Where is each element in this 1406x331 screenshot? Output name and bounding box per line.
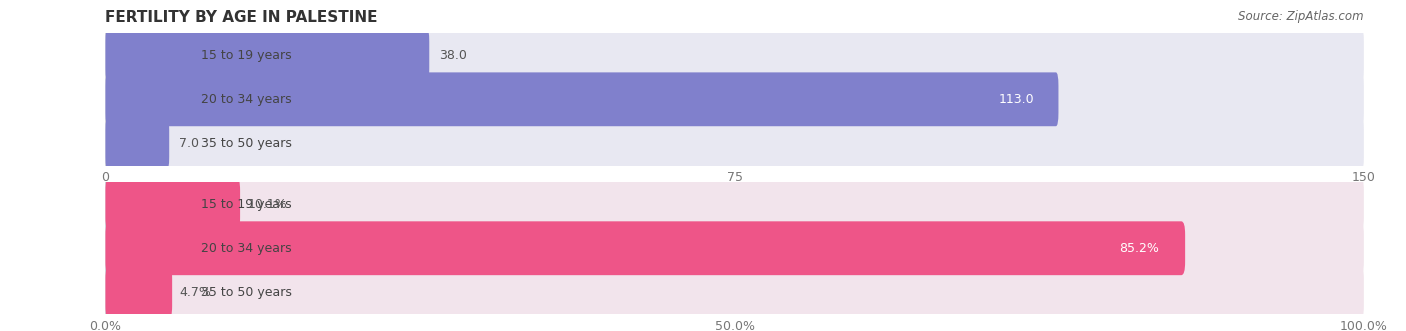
FancyBboxPatch shape [105, 117, 169, 170]
Text: 38.0: 38.0 [439, 49, 467, 62]
FancyBboxPatch shape [105, 72, 1364, 126]
Text: 15 to 19 years: 15 to 19 years [201, 49, 291, 62]
FancyBboxPatch shape [105, 177, 240, 231]
Text: 4.7%: 4.7% [180, 286, 211, 299]
FancyBboxPatch shape [105, 28, 429, 82]
FancyBboxPatch shape [105, 265, 172, 319]
FancyBboxPatch shape [105, 221, 1185, 275]
Text: 20 to 34 years: 20 to 34 years [201, 242, 291, 255]
FancyBboxPatch shape [105, 72, 1059, 126]
FancyBboxPatch shape [105, 28, 1364, 82]
FancyBboxPatch shape [105, 265, 1364, 319]
FancyBboxPatch shape [105, 177, 1364, 231]
Text: 7.0: 7.0 [180, 137, 200, 150]
Text: 35 to 50 years: 35 to 50 years [201, 286, 292, 299]
Text: 15 to 19 years: 15 to 19 years [201, 198, 291, 211]
FancyBboxPatch shape [105, 221, 1364, 275]
Text: 20 to 34 years: 20 to 34 years [201, 93, 291, 106]
Text: 35 to 50 years: 35 to 50 years [201, 137, 292, 150]
Text: 10.1%: 10.1% [247, 198, 287, 211]
Text: 85.2%: 85.2% [1119, 242, 1159, 255]
Text: Source: ZipAtlas.com: Source: ZipAtlas.com [1239, 10, 1364, 23]
Text: FERTILITY BY AGE IN PALESTINE: FERTILITY BY AGE IN PALESTINE [105, 10, 378, 25]
Text: 113.0: 113.0 [998, 93, 1035, 106]
FancyBboxPatch shape [105, 117, 1364, 170]
